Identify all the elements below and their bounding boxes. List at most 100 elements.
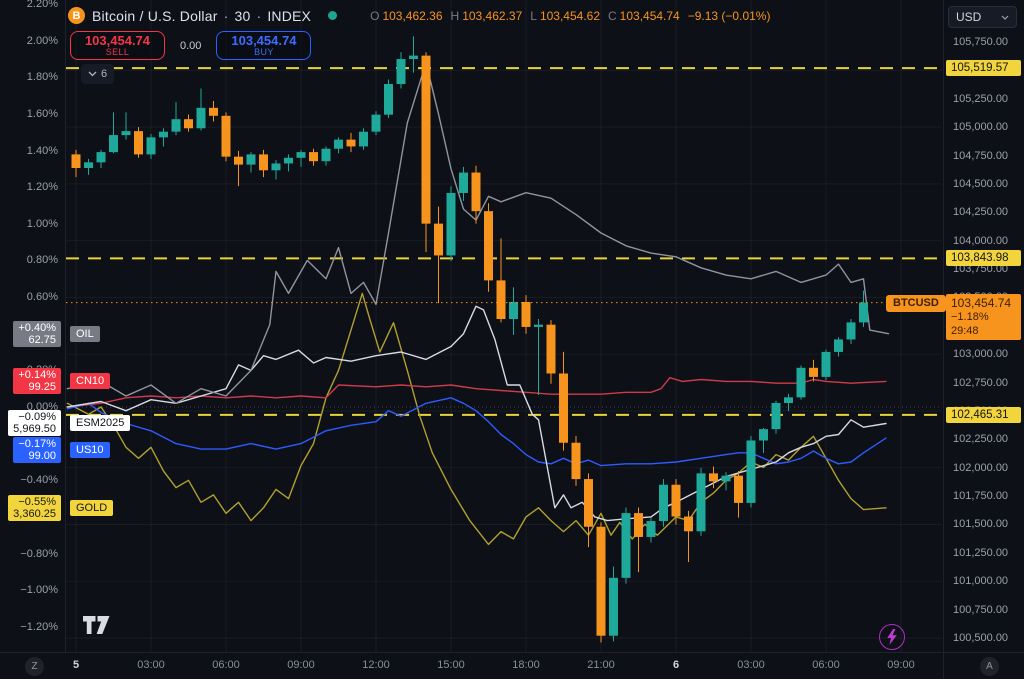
percent-axis[interactable]: 2.20% 2.00% 1.80% 1.60% 1.40% 1.20% 1.00% 0.80%… [0,0,66,652]
time-tick: 6 [672,659,680,671]
candle [821,349,831,381]
candle [609,566,618,642]
candle [634,507,643,573]
time-tick: 12:00 [362,659,390,671]
chevron-down-icon [1001,15,1009,20]
candle [771,400,781,434]
candle [846,318,856,344]
time-tick: 06:00 [212,659,240,671]
buy-button[interactable]: 103,454.74 BUY [216,31,312,60]
compare-name-badge-gold[interactable]: GOLD [70,499,114,516]
candle [121,112,131,140]
compare-name-badge-cn10[interactable]: CN10 [70,373,111,390]
percent-tick: 2.20% [26,0,58,10]
spread-value: 0.00 [180,39,202,52]
current-price: 103,454.74 [951,295,1012,310]
market-status-icon [328,11,338,20]
candle [559,351,568,451]
open-label: O [370,8,380,23]
sell-price: 103,454.74 [84,32,151,48]
candle [546,320,556,384]
time-axis[interactable]: Z A 5 03:00 06:00 09:00 12:00 15:00 18:00 21:00… [0,652,1024,679]
candle [521,295,531,334]
percent-tick: 1.20% [26,181,58,194]
price-tick: 102,250.00 [953,433,1009,446]
candle [359,128,368,150]
candle [746,435,756,508]
candle [596,522,606,643]
candle [584,473,593,548]
symbol-price-marker[interactable]: BTCUSD [886,294,946,312]
time-tick: 09:00 [287,659,315,671]
compare-line-oil[interactable] [66,61,890,404]
compare-line-us10[interactable] [66,397,887,467]
percent-tick: −0.80% [20,547,58,560]
tradingview-logo-icon[interactable] [83,616,110,639]
compare-value-badge-oil: +0.40% 62.75 [13,320,61,347]
time-tick: 15:00 [437,659,465,671]
candle [109,112,118,154]
percent-tick: 1.00% [26,217,58,230]
compare-name-badge-esm2025[interactable]: ESM2025 [70,415,131,432]
candle [496,238,506,323]
high-label: H [450,8,460,23]
percent-tick: 0.60% [26,291,58,304]
price-axis[interactable]: 103,454.74 −1.18% 29:48 105,750.00105,50… [943,0,1024,652]
compare-line-cn10[interactable] [66,377,887,408]
candle [321,146,331,166]
candle [259,149,268,178]
candle [696,467,706,536]
candle [246,152,256,173]
price-tick: 101,250.00 [953,546,1009,559]
instant-order-button[interactable] [879,624,905,650]
compare-line-gold[interactable] [66,292,887,546]
candle [509,287,518,335]
current-price-badge: 103,454.74 −1.18% 29:48 [946,293,1021,340]
candle [859,290,868,327]
symbol-title[interactable]: Bitcoin / U.S. Dollar · 30 · INDEX [92,8,311,24]
level-price-badge: 102,465.31 [946,406,1021,423]
candle [671,479,681,525]
price-tick: 102,000.00 [953,461,1009,474]
candle [409,36,418,73]
candle [346,132,356,153]
compare-name-badge-us10[interactable]: US10 [70,442,110,459]
candle [621,507,631,584]
auto-scale-button[interactable]: A [980,657,999,676]
compare-name-badge-oil[interactable]: OIL [70,325,100,342]
interval-label: 30 [234,7,251,24]
compare-line-esm2025[interactable] [66,305,887,522]
price-tick: 105,250.00 [953,92,1009,105]
candle [484,203,493,292]
compare-value-badge-gold: −0.55% 3,360.25 [8,494,61,521]
lightning-icon [887,629,897,645]
timezone-button[interactable]: Z [25,657,44,676]
price-tick: 100,750.00 [953,603,1009,616]
buy-label: BUY [254,46,274,57]
percent-tick: −0.40% [20,474,58,487]
level-price-badge: 103,843.98 [946,250,1021,267]
bar-countdown: 29:48 [951,324,979,337]
price-tick: 105,750.00 [953,36,1009,48]
chevron-down-icon [88,71,97,77]
price-tick: 101,000.00 [953,575,1009,588]
percent-tick: 1.80% [26,71,58,84]
candle [534,318,543,396]
legend-collapse-button[interactable]: 6 [81,64,115,84]
candle [396,52,406,89]
price-tick: 104,000.00 [953,234,1009,247]
high-value: 103,462.37 [462,8,523,23]
change-value: −9.13 (−0.01%) [687,8,771,23]
candle [184,114,193,132]
candle [296,149,306,167]
low-value: 103,454.62 [539,8,600,23]
open-value: 103,462.36 [382,8,443,23]
currency-dropdown[interactable]: USD [948,6,1017,28]
sell-button[interactable]: 103,454.74 SELL [70,31,165,60]
bitcoin-logo-icon: B [68,7,85,24]
candle [196,88,206,131]
collapse-count: 6 [101,68,108,80]
current-change: −1.18% [951,310,989,323]
candle [134,127,143,158]
